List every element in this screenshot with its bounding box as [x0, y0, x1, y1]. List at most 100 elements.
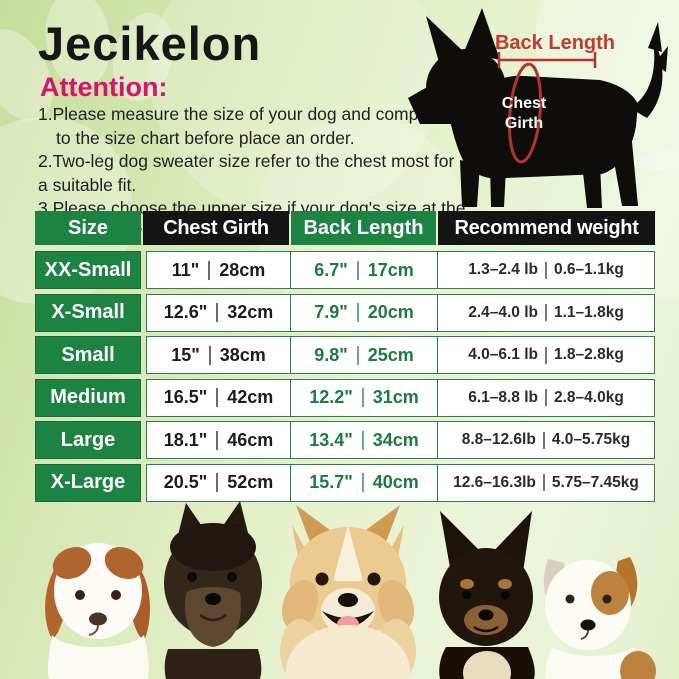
note-line-1-continued: to the size chart before place an order.	[56, 127, 355, 148]
size-table: Size Chest Girth Back Length Recommend w…	[35, 211, 655, 506]
col-header-weight: Recommend weight	[438, 211, 655, 245]
col-header-chest: Chest Girth	[143, 211, 289, 245]
row-values: 16.5" 42cm 12.2" 31cm 6.1–8.8 lb 2.8–4.0kg	[146, 378, 655, 417]
weight-cell: 6.1–8.8 lb 2.8–4.0kg	[437, 379, 654, 416]
weight-lb: 2.4–4.0 lb	[468, 303, 538, 321]
weight-kg: 1.8–2.8kg	[553, 346, 624, 363]
weight-cell: 2.4–4.0 lb 1.1–1.8kg	[437, 294, 654, 331]
table-header-row: Size Chest Girth Back Length Recommend w…	[35, 211, 655, 245]
size-label: Medium	[35, 378, 141, 417]
jack-russell-dog-illustration	[543, 557, 656, 679]
table-row: X-Small 12.6" 32cm 7.9" 20cm 2.4–4.0 lb 1.1…	[35, 293, 655, 332]
black-tan-dog-illustration	[439, 511, 535, 679]
back-length-cell: 9.8" 25cm	[290, 337, 437, 373]
back-length-cell: 13.4" 34cm	[290, 422, 437, 458]
weight-kg: 4.0–5.75kg	[551, 431, 631, 448]
weight-lb: 6.1–8.8 lb	[468, 388, 538, 406]
row-values: 20.5" 52cm 15.7" 40cm 12.6–16.3lb 5.75–7.45…	[146, 463, 655, 502]
chest-girth-label: Chest Girth	[501, 95, 547, 132]
back-cm: 31cm	[372, 387, 419, 407]
divider	[216, 473, 219, 492]
divider	[208, 260, 211, 280]
size-label: Large	[35, 421, 141, 459]
chest-inches: 18.1"	[163, 429, 208, 450]
back-cm: 20cm	[367, 302, 414, 322]
weight-cell: 12.6–16.3lb 5.75–7.45kg	[437, 464, 654, 501]
back-cm: 40cm	[372, 472, 419, 492]
chest-cm: 42cm	[227, 387, 274, 407]
dog-silhouette-icon	[408, 8, 668, 208]
divider	[356, 345, 359, 365]
row-values: 11" 28cm 6.7" 17cm 1.3–2.4 lb 0.6–1.1kg	[146, 251, 655, 289]
chest-cm: 38cm	[219, 344, 266, 365]
back-inches: 13.4"	[309, 429, 353, 450]
back-length-label: Back Length	[494, 32, 616, 54]
chest-girth-cell: 16.5" 42cm	[147, 380, 290, 416]
table-row: XX-Small 11" 28cm 6.7" 17cm 1.3–2.4 lb 0.6–…	[35, 251, 655, 289]
chest-inches: 15"	[171, 344, 200, 365]
back-inches: 6.7"	[314, 259, 348, 280]
back-length-cell: 15.7" 40cm	[290, 464, 437, 501]
chest-cm: 52cm	[227, 472, 274, 492]
chest-girth-cell: 15" 38cm	[147, 337, 290, 373]
divider	[542, 431, 545, 449]
chest-inches: 16.5"	[163, 387, 208, 407]
chest-girth-cell: 18.1" 46cm	[147, 422, 290, 458]
chest-cm: 32cm	[227, 302, 274, 322]
attention-heading: Attention:	[40, 72, 168, 102]
weight-cell: 1.3–2.4 lb 0.6–1.1kg	[437, 252, 654, 288]
back-length-cell: 7.9" 20cm	[290, 294, 437, 331]
chest-girth-cell: 20.5" 52cm	[147, 465, 290, 501]
table-row: Small 15" 38cm 9.8" 25cm 4.0–6.1 lb 1.8–2.8…	[35, 336, 655, 374]
chest-girth-cell: 11" 28cm	[147, 252, 290, 288]
back-inches: 9.8"	[314, 344, 348, 365]
note-line-1: 1.Please measure the size of your dog an…	[38, 104, 444, 124]
chest-cm: 46cm	[227, 429, 274, 450]
divider	[356, 303, 359, 322]
divider	[216, 430, 219, 450]
size-label: Small	[35, 336, 141, 374]
back-inches: 15.7"	[309, 472, 353, 492]
divider	[542, 474, 545, 491]
weight-kg: 5.75–7.45kg	[551, 473, 639, 491]
back-cm: 17cm	[367, 259, 414, 280]
divider	[544, 346, 547, 364]
dog-measurement-diagram: Back Length Chest Girth	[404, 2, 678, 210]
divider	[208, 345, 211, 365]
chest-inches: 20.5"	[163, 472, 208, 492]
weight-lb: 8.8–12.6lb	[461, 431, 536, 448]
back-length-cell: 12.2" 31cm	[290, 379, 437, 416]
weight-kg: 1.1–1.8kg	[553, 303, 624, 321]
divider	[544, 261, 547, 279]
yorkie-dog-illustration	[164, 501, 262, 679]
divider	[216, 303, 219, 322]
table-row: Large 18.1" 46cm 13.4" 34cm 8.8–12.6lb 4.0–…	[35, 421, 655, 459]
size-label: X-Large	[35, 463, 141, 502]
weight-kg: 0.6–1.1kg	[553, 261, 624, 278]
col-header-back: Back Length	[291, 211, 436, 245]
divider	[361, 430, 364, 450]
weight-cell: 8.8–12.6lb 4.0–5.75kg	[437, 422, 654, 458]
weight-lb: 1.3–2.4 lb	[468, 261, 538, 278]
divider	[544, 304, 547, 321]
row-values: 12.6" 32cm 7.9" 20cm 2.4–4.0 lb 1.1–1.8kg	[146, 293, 655, 332]
back-cm: 25cm	[367, 344, 414, 365]
back-cm: 34cm	[372, 429, 419, 450]
divider	[216, 388, 219, 407]
brand-title: Jecikelon	[38, 17, 262, 70]
weight-kg: 2.8–4.0kg	[553, 388, 624, 406]
weight-lb: 4.0–6.1 lb	[468, 346, 538, 363]
chest-cm: 28cm	[219, 259, 266, 280]
divider	[356, 260, 359, 280]
pomeranian-dog-illustration	[280, 505, 416, 679]
weight-cell: 4.0–6.1 lb 1.8–2.8kg	[437, 337, 654, 373]
back-inches: 7.9"	[314, 302, 348, 322]
back-inches: 12.2"	[309, 387, 353, 407]
chest-inches: 11"	[171, 259, 200, 280]
row-values: 15" 38cm 9.8" 25cm 4.0–6.1 lb 1.8–2.8kg	[146, 336, 655, 374]
table-row: X-Large 20.5" 52cm 15.7" 40cm 12.6–16.3lb 5…	[35, 463, 655, 502]
back-length-cell: 6.7" 17cm	[290, 252, 437, 288]
spaniel-dog-illustration	[45, 543, 150, 679]
dogs-photo-strip	[45, 501, 656, 679]
weight-lb: 12.6–16.3lb	[453, 473, 536, 491]
